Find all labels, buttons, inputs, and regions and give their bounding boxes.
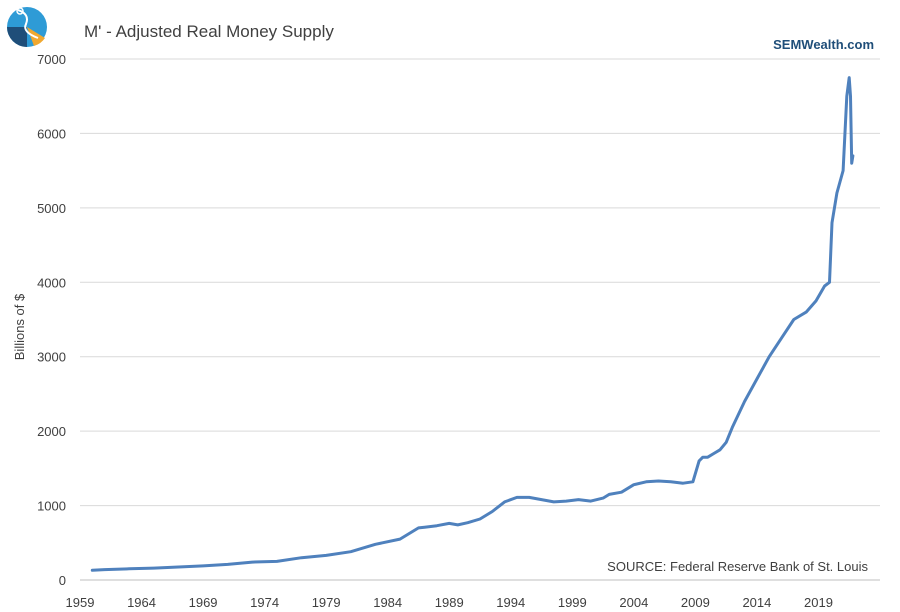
- logo-dot: [16, 7, 24, 15]
- series-line-money-supply: [90, 76, 855, 572]
- y-axis-label: Billions of $: [12, 293, 27, 360]
- x-tick-label: 1999: [558, 595, 587, 610]
- x-tick-label: 2009: [681, 595, 710, 610]
- x-tick-label: 1994: [496, 595, 525, 610]
- y-tick-labels: 0 1000 2000 3000 4000 5000 6000 7000: [37, 52, 66, 588]
- x-tick-label: 2014: [742, 595, 771, 610]
- x-tick-label: 1959: [66, 595, 95, 610]
- x-tick-labels: 1959 1964 1969 1974 1979 1984 1989 1994 1999 2004…: [66, 595, 833, 610]
- y-tick-label: 1000: [37, 499, 66, 514]
- x-tick-label: 2004: [619, 595, 648, 610]
- source-note: SOURCE: Federal Reserve Bank of St. Loui…: [607, 559, 868, 574]
- y-tick-label: 4000: [37, 275, 66, 290]
- x-tick-label: 1979: [312, 595, 341, 610]
- y-tick-label: 6000: [37, 126, 66, 141]
- x-tick-label: 1989: [435, 595, 464, 610]
- grid-lines: [80, 58, 880, 507]
- x-tick-label: 2019: [804, 595, 833, 610]
- y-tick-label: 3000: [37, 350, 66, 365]
- y-tick-label: 5000: [37, 201, 66, 216]
- logo-dark-wedge: [7, 27, 27, 47]
- chart-title: M' - Adjusted Real Money Supply: [84, 22, 334, 41]
- y-tick-label: 0: [59, 573, 66, 588]
- x-tick-label: 1964: [127, 595, 156, 610]
- y-tick-label: 2000: [37, 424, 66, 439]
- x-tick-label: 1984: [373, 595, 402, 610]
- brand-label: SEMWealth.com: [773, 37, 874, 52]
- logo: [7, 7, 47, 47]
- logo-swoosh: [17, 9, 39, 39]
- x-tick-label: 1969: [189, 595, 218, 610]
- y-tick-label: 7000: [37, 52, 66, 67]
- x-tick-label: 1974: [250, 595, 279, 610]
